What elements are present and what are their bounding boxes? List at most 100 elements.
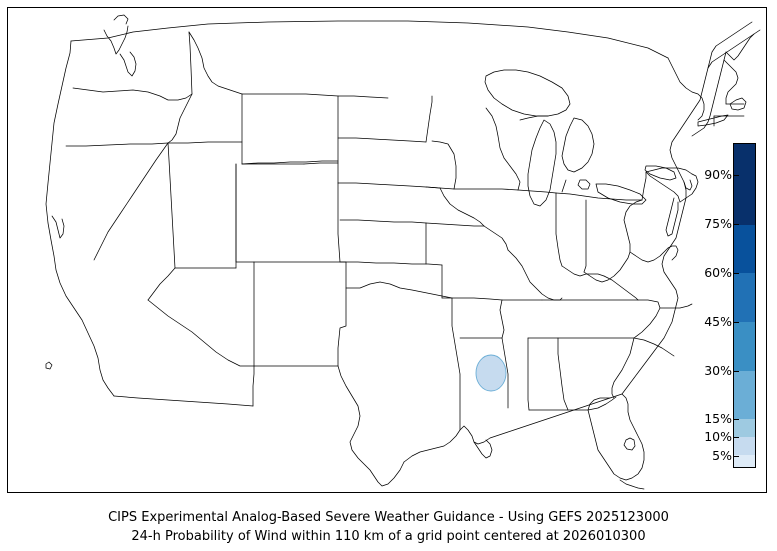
ms-al-vertical	[527, 337, 530, 411]
lake-okeechobee	[623, 437, 636, 451]
co-ut-vertical	[235, 163, 255, 263]
colorbar-tick-15	[733, 419, 739, 420]
va-wv-md-border	[629, 245, 679, 263]
or-id-border	[167, 93, 193, 144]
mi-in-detail	[561, 179, 567, 193]
colorbar-label-60: 60%	[704, 265, 732, 280]
wa-or-border	[72, 87, 193, 101]
nc-va-border	[659, 303, 693, 309]
al-ga-vertical	[557, 337, 569, 411]
maine-coast	[707, 29, 761, 69]
pa-ny-border	[645, 167, 693, 175]
tx-la-border	[451, 297, 461, 431]
colorbar-label-5: 5%	[712, 448, 732, 463]
colorbar-label-45: 45%	[704, 314, 732, 329]
or-ca-border	[65, 142, 169, 147]
az-mexico	[147, 299, 255, 367]
colorbar-segment-75	[734, 273, 755, 322]
caption-line-2: 24-h Probability of Wind within 110 km o…	[131, 529, 646, 544]
la-ms-vertical	[501, 337, 509, 409]
colorbar-segment-100	[734, 144, 755, 225]
long-island	[697, 114, 729, 127]
ne-iowa-missouri	[439, 187, 485, 227]
colorbar-label-75: 75%	[704, 216, 732, 231]
lake-st-clair	[577, 179, 591, 190]
salish-detail	[119, 51, 137, 77]
atlantic-coast	[621, 21, 753, 395]
ok-tx-border	[345, 281, 453, 299]
rio-grande	[337, 365, 405, 487]
colorbar-tick-30	[733, 371, 739, 372]
colorbar-ticks	[733, 143, 763, 468]
sd-mn-iowa-border	[425, 140, 457, 190]
il-mo-border	[507, 249, 563, 301]
gulf-coast	[403, 397, 611, 463]
florida	[587, 393, 645, 481]
colorbar-tick-45	[733, 322, 739, 323]
colorbar-segment-30	[734, 419, 755, 438]
nd-sd-border	[337, 137, 427, 143]
nv-ca	[93, 142, 169, 261]
mexico-border-west	[113, 395, 254, 407]
il-in-border	[555, 192, 563, 267]
contour-5pct	[475, 354, 507, 392]
colorbar-tick-10	[733, 437, 739, 438]
co-ks-ne-vertical	[337, 182, 341, 263]
ga-fl-border	[567, 396, 617, 411]
iowa-mo-border	[425, 222, 485, 227]
sd-ne-border	[337, 182, 441, 189]
nd-mn-border	[425, 95, 433, 143]
mi-oh-in-border	[555, 192, 643, 201]
vancouver-island-tip	[113, 14, 129, 25]
delaware-bay	[683, 179, 693, 191]
me-nh-border	[725, 33, 755, 61]
colorbar-tick-5	[733, 456, 739, 457]
colorbar-segment-90	[734, 224, 755, 274]
wy-co-border	[303, 162, 339, 165]
colorbar-tick-60	[733, 273, 739, 274]
ky-va-border	[603, 275, 639, 301]
ne-ks-border	[339, 219, 427, 224]
ny-vt-nh-border	[691, 51, 727, 137]
florida-keys	[619, 479, 645, 490]
mississippi-delta	[473, 439, 493, 459]
colorbar-tick-75	[733, 224, 739, 225]
mn-wi-border	[485, 107, 521, 191]
figure-caption: CIPS Experimental Analog-Based Severe We…	[0, 508, 777, 546]
caption-line-1: CIPS Experimental Analog-Based Severe We…	[108, 510, 669, 525]
iowa-mn-border	[453, 188, 519, 191]
colorbar-label-10: 10%	[704, 429, 732, 444]
west-coast	[45, 40, 115, 397]
id-mt-border	[188, 31, 243, 95]
colorbar-tick-labels: 90% 75% 60% 45% 30% 15% 10% 5%	[640, 130, 732, 480]
map-axes-frame	[7, 7, 767, 493]
san-francisco-bay	[51, 215, 65, 239]
oh-pa-border	[641, 171, 647, 201]
pa-nj-md-border	[679, 173, 699, 203]
wi-il-border	[517, 189, 557, 194]
sc-nc-border	[633, 337, 675, 357]
chesapeake-bay	[665, 197, 679, 237]
lake-michigan	[527, 119, 557, 207]
probability-colorbar[interactable]	[733, 143, 756, 468]
wv-pa-border	[645, 171, 681, 203]
lake-superior	[484, 69, 571, 117]
iowa-il-border	[483, 225, 509, 251]
ga-sc-border	[611, 337, 635, 399]
colorbar-segment-15	[734, 437, 755, 456]
ar-ms-vertical	[499, 299, 505, 339]
tn-nc-diag	[633, 299, 661, 339]
mt-wy-border	[241, 160, 339, 165]
mexico-border-newmexico	[252, 365, 339, 407]
id-ut-nv-border	[167, 141, 243, 144]
id-nv-ut	[167, 142, 176, 269]
oh-ky-wv-border	[583, 199, 643, 283]
ny-canada-stlawrence	[667, 57, 705, 121]
map-geography-layer	[45, 14, 761, 490]
mi-wi-upper	[519, 115, 549, 121]
puget-sound	[103, 25, 129, 55]
canada-border	[70, 20, 669, 59]
colorbar-label-15: 15%	[704, 411, 732, 426]
nv-az-diag	[147, 267, 176, 301]
